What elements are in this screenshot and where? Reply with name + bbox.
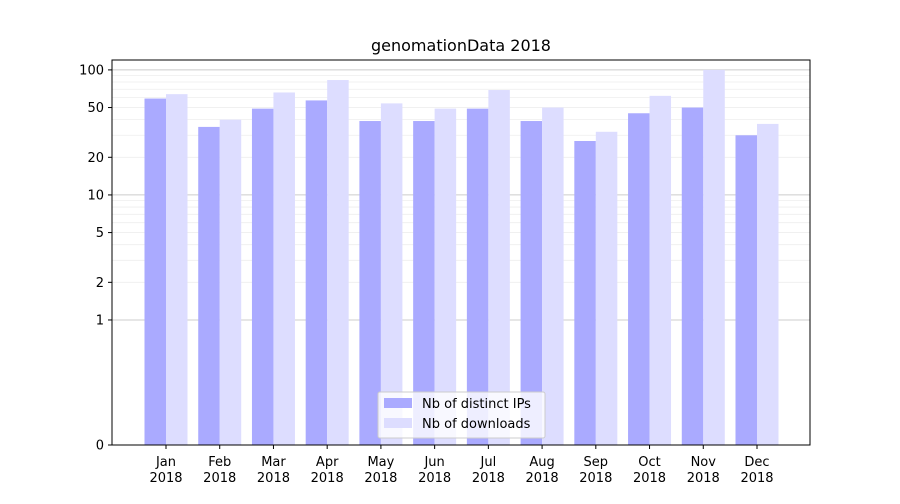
bar-downloads-jun [434, 108, 457, 445]
bar-downloads-nov [703, 69, 725, 446]
legend-swatch-downloads [384, 418, 412, 428]
y-tick-label: 50 [87, 101, 104, 116]
plot-frame [111, 59, 811, 446]
y-tick-label: 100 [79, 63, 104, 78]
legend-label-downloads: Nb of downloads [422, 417, 531, 432]
bars [144, 69, 779, 446]
x-tick-label: Jan 2018 [149, 455, 182, 486]
legend: Nb of distinct IPs Nb of downloads [377, 391, 546, 439]
bar-distinct-ips-oct [628, 113, 650, 445]
x-tick-label: Feb 2018 [203, 455, 236, 486]
bar-downloads-jan [166, 94, 188, 446]
x-tick-label: Mar 2018 [257, 455, 290, 486]
bar-distinct-ips-jan [144, 98, 166, 446]
bar-distinct-ips-mar [251, 108, 274, 445]
bar-distinct-ips-may [359, 121, 381, 446]
bar-downloads-jul [488, 90, 510, 446]
x-tick-label: Apr 2018 [311, 455, 344, 486]
y-axis: 0 1 2 5 10 20 50 100 [79, 63, 112, 454]
bar-downloads-apr [327, 80, 349, 445]
bar-downloads-sep [595, 131, 618, 445]
bar-distinct-ips-sep [574, 140, 596, 445]
bar-distinct-ips-apr [305, 100, 328, 445]
y-tick-label: 10 [87, 188, 104, 203]
legend-label-distinct-ips: Nb of distinct IPs [422, 397, 531, 412]
bar-distinct-ips-aug [520, 121, 543, 446]
bar-downloads-feb [219, 119, 242, 446]
bar-downloads-aug [542, 107, 564, 446]
bar-distinct-ips-jun [413, 121, 435, 446]
chart-title: genomationData 2018 [371, 36, 551, 55]
bar-downloads-dec [757, 123, 779, 445]
x-tick-label: May 2018 [364, 455, 397, 486]
bar-distinct-ips-dec [735, 135, 757, 445]
x-tick-label: Aug 2018 [526, 455, 559, 486]
bar-downloads-oct [649, 95, 672, 446]
y-tick-label: 2 [96, 276, 104, 291]
bar-distinct-ips-jul [466, 108, 489, 445]
x-tick-label: Jul 2018 [472, 455, 505, 486]
x-tick-label: Sep 2018 [579, 455, 612, 486]
bar-distinct-ips-feb [198, 126, 220, 446]
y-tick-label: 20 [87, 151, 104, 166]
legend-swatch-distinct-ips [384, 398, 412, 408]
y-tick-label: 0 [96, 439, 104, 454]
x-tick-label: Nov 2018 [687, 455, 720, 486]
y-tick-label: 5 [96, 226, 104, 241]
legend-box [377, 391, 546, 439]
x-tick-label: Jun 2018 [418, 455, 451, 486]
bar-downloads-mar [273, 92, 295, 446]
bar-distinct-ips-nov [681, 107, 704, 446]
x-tick-label: Dec 2018 [740, 455, 773, 486]
bar-downloads-may [380, 103, 403, 446]
x-tick-label: Oct 2018 [633, 455, 666, 486]
y-tick-label: 1 [96, 313, 104, 328]
x-axis: Jan 2018 Feb 2018 Mar 2018 Apr 2018 May 2018 Jun 20… [149, 445, 774, 486]
